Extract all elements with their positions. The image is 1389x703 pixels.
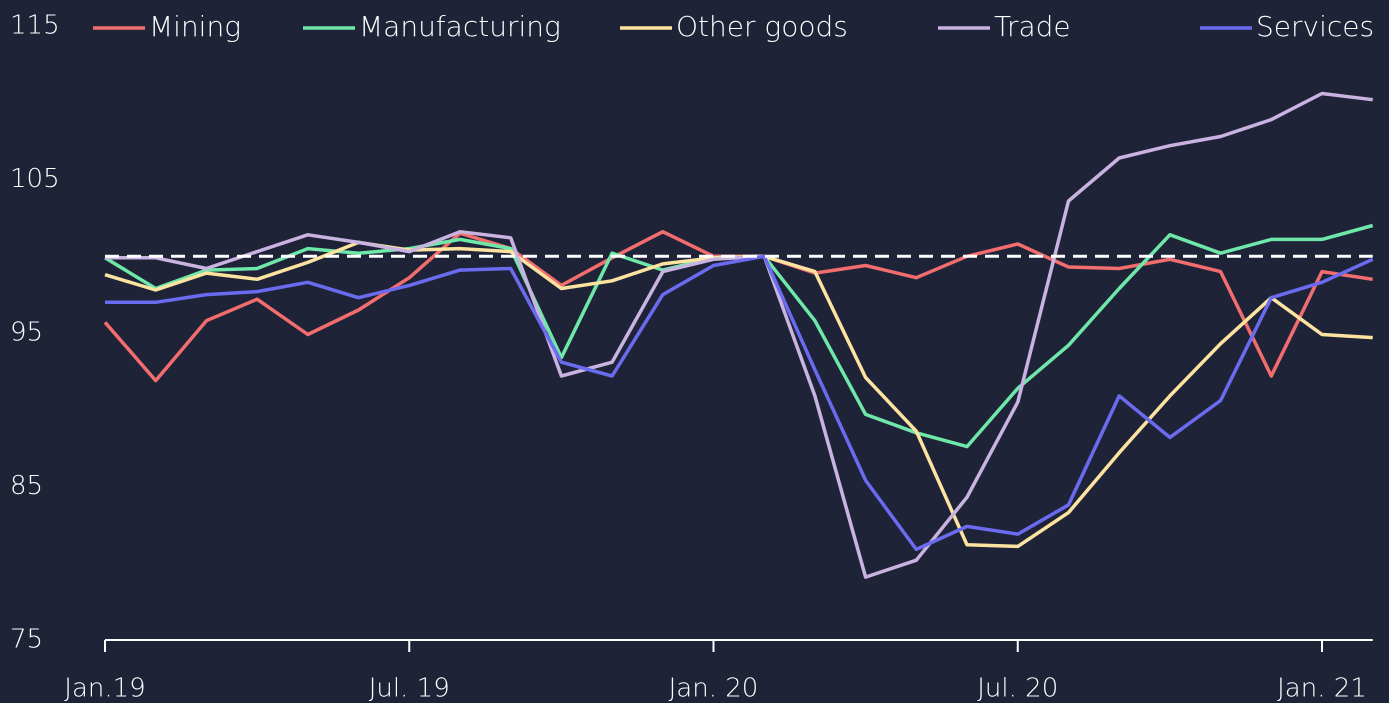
series-line [105, 91, 1373, 579]
legend-label: Trade [994, 10, 1071, 43]
series-line [104, 240, 1373, 549]
x-tick-label: Jul. 20 [977, 674, 1058, 703]
y-tick-label: 85 [10, 471, 43, 501]
x-tick-label: Jan.19 [64, 674, 145, 703]
x-tick-label: Jan. 21 [1277, 674, 1367, 703]
x-tick-label: Jul. 19 [369, 674, 450, 703]
legend-label: Mining [149, 10, 241, 43]
legend-label: Manufacturing [359, 10, 561, 43]
legend-label: Services [1256, 10, 1374, 43]
y-tick-label: 95 [10, 318, 43, 348]
y-tick-label: 105 [10, 164, 60, 194]
x-tick-label: Jan. 20 [669, 674, 759, 703]
legend-label: Other goods [676, 10, 848, 43]
y-tick-label: 115 [10, 11, 60, 41]
y-tick-label: 75 [10, 625, 43, 655]
series-line [105, 254, 1374, 552]
